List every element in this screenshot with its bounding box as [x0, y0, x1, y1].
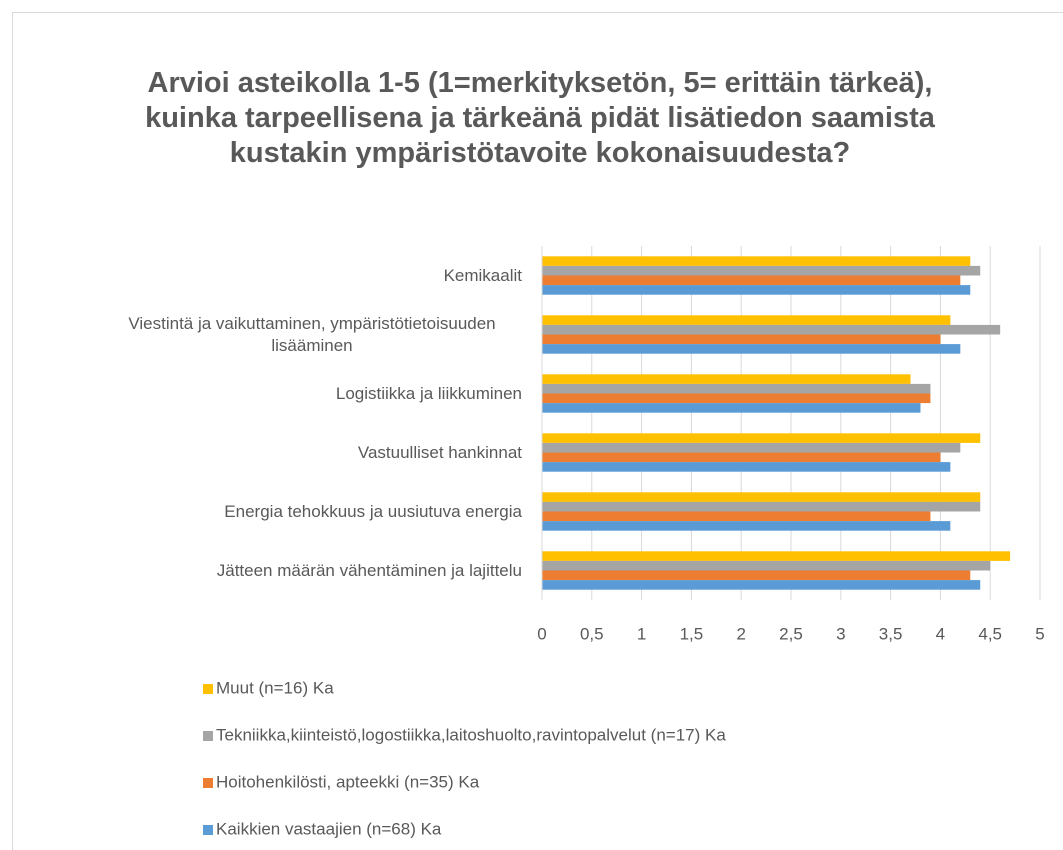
bar	[542, 315, 951, 325]
bar	[542, 374, 911, 384]
category-text: Vastuulliset hankinnat	[357, 442, 522, 462]
category-label: Kemikaalit	[60, 265, 522, 287]
x-tick-label: 3	[836, 624, 845, 643]
category-label: Viestintä ja vaikuttaminen, ympäristötie…	[60, 313, 522, 357]
bar	[542, 551, 1011, 561]
bar	[542, 501, 981, 512]
legend-swatch	[203, 731, 213, 741]
category-text: Kemikaalit	[443, 265, 522, 285]
bar	[542, 324, 1001, 335]
bar	[542, 334, 941, 345]
chart-title: Arvioi asteikolla 1-5 (1=merkityksetön, …	[145, 67, 935, 169]
bar	[542, 275, 961, 286]
bar	[542, 344, 961, 354]
x-tick-label: 1	[637, 624, 646, 643]
category-label: Jätteen määrän vähentäminen ja lajittelu	[60, 560, 522, 582]
legend-label: Kaikkien vastaajien (n=68) Ka	[216, 819, 442, 838]
x-tick-label: 1,5	[680, 624, 704, 643]
x-tick-label: 3,5	[879, 624, 903, 643]
bar	[542, 452, 941, 463]
bar	[542, 393, 931, 404]
legend-swatch	[203, 778, 213, 788]
category-text: Jätteen määrän vähentäminen ja lajittelu	[216, 560, 522, 580]
bar	[542, 560, 991, 571]
bar	[542, 511, 931, 522]
legend-swatch	[203, 684, 213, 694]
bar	[542, 403, 921, 413]
bar	[542, 285, 971, 295]
bar	[542, 521, 951, 531]
x-tick-label: 4,5	[978, 624, 1002, 643]
x-tick-label: 5	[1035, 624, 1044, 643]
bar	[542, 580, 981, 590]
bar	[542, 570, 971, 581]
bar	[542, 462, 951, 472]
legend-label: Muut (n=16) Ka	[216, 678, 334, 697]
legend-label: Hoitohenkilösti, apteekki (n=35) Ka	[216, 772, 480, 791]
x-tick-label: 2	[736, 624, 745, 643]
category-label: Logistiikka ja liikkuminen	[60, 383, 522, 405]
bar	[542, 265, 981, 276]
x-tick-label: 4	[936, 624, 945, 643]
bar	[542, 383, 931, 394]
category-text: Viestintä ja vaikuttaminen, ympäristötie…	[128, 313, 496, 355]
bar	[542, 492, 981, 502]
legend-swatch	[203, 825, 213, 835]
category-text: Energia tehokkuus ja uusiutuva energia	[224, 501, 522, 521]
category-label: Vastuulliset hankinnat	[60, 442, 522, 464]
bar	[542, 433, 981, 443]
bar	[542, 256, 971, 266]
x-tick-label: 0,5	[580, 624, 604, 643]
x-tick-label: 2,5	[779, 624, 803, 643]
chart-border	[12, 12, 1063, 850]
legend-label: Tekniikka,kiinteistö,logostiikka,laitosh…	[216, 725, 726, 744]
category-text: Logistiikka ja liikkuminen	[335, 383, 522, 403]
category-label: Energia tehokkuus ja uusiutuva energia	[60, 501, 522, 523]
x-tick-label: 0	[537, 624, 546, 643]
bar	[542, 442, 961, 453]
